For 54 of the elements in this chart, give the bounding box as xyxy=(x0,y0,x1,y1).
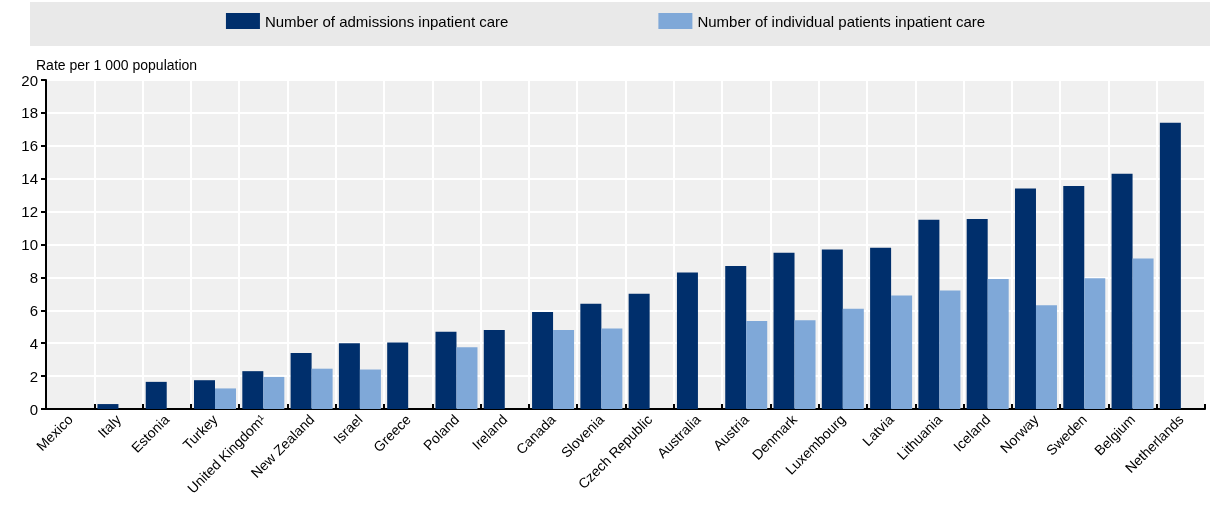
y-tick-label: 4 xyxy=(29,334,38,352)
bar xyxy=(1084,278,1106,409)
bar xyxy=(891,295,913,409)
bar xyxy=(1014,188,1036,409)
legend-label: Number of admissions inpatient care xyxy=(264,12,509,30)
bar xyxy=(870,247,892,409)
bar xyxy=(939,290,961,409)
bar xyxy=(794,320,816,409)
bar xyxy=(553,330,575,409)
y-tick-label: 14 xyxy=(21,170,38,188)
bar xyxy=(601,328,623,409)
y-tick-label: 10 xyxy=(21,236,38,253)
bar xyxy=(359,369,381,409)
bar xyxy=(773,252,795,409)
bar xyxy=(918,219,940,409)
legend-label: Number of individual patients inpatient care xyxy=(697,12,986,30)
y-tick-label: 0 xyxy=(29,400,38,418)
bar xyxy=(842,308,864,409)
bar xyxy=(1111,173,1133,409)
bar xyxy=(746,320,768,409)
bar xyxy=(263,376,285,409)
bar xyxy=(97,404,119,409)
bar xyxy=(215,388,237,409)
bar xyxy=(435,331,457,409)
bar xyxy=(628,293,650,409)
bar xyxy=(1132,258,1154,409)
y-tick-label: 16 xyxy=(21,137,38,155)
bar xyxy=(311,368,333,409)
bar xyxy=(821,249,843,409)
bar xyxy=(1035,305,1057,409)
y-tick-label: 8 xyxy=(29,268,38,286)
y-tick-label: 2 xyxy=(29,367,38,385)
y-tick-label: 18 xyxy=(21,104,38,122)
y-axis-title: Rate per 1 000 population xyxy=(36,57,198,73)
bar xyxy=(242,371,264,409)
bar xyxy=(966,219,988,409)
bar xyxy=(580,303,602,409)
bar xyxy=(532,311,554,409)
bar xyxy=(290,353,312,409)
y-tick-label: 20 xyxy=(21,71,38,89)
bar xyxy=(387,342,409,409)
bar xyxy=(483,330,505,409)
y-tick-label: 12 xyxy=(21,203,38,221)
bar xyxy=(456,347,478,409)
bar xyxy=(145,381,167,409)
x-tick-label: Italy xyxy=(94,411,125,441)
bar xyxy=(987,279,1009,409)
bar xyxy=(1159,122,1181,409)
bar xyxy=(676,272,698,409)
bar xyxy=(338,343,360,409)
y-tick-label: 6 xyxy=(29,301,38,319)
bar xyxy=(194,380,216,409)
bar xyxy=(725,265,747,409)
bar xyxy=(1063,186,1085,409)
